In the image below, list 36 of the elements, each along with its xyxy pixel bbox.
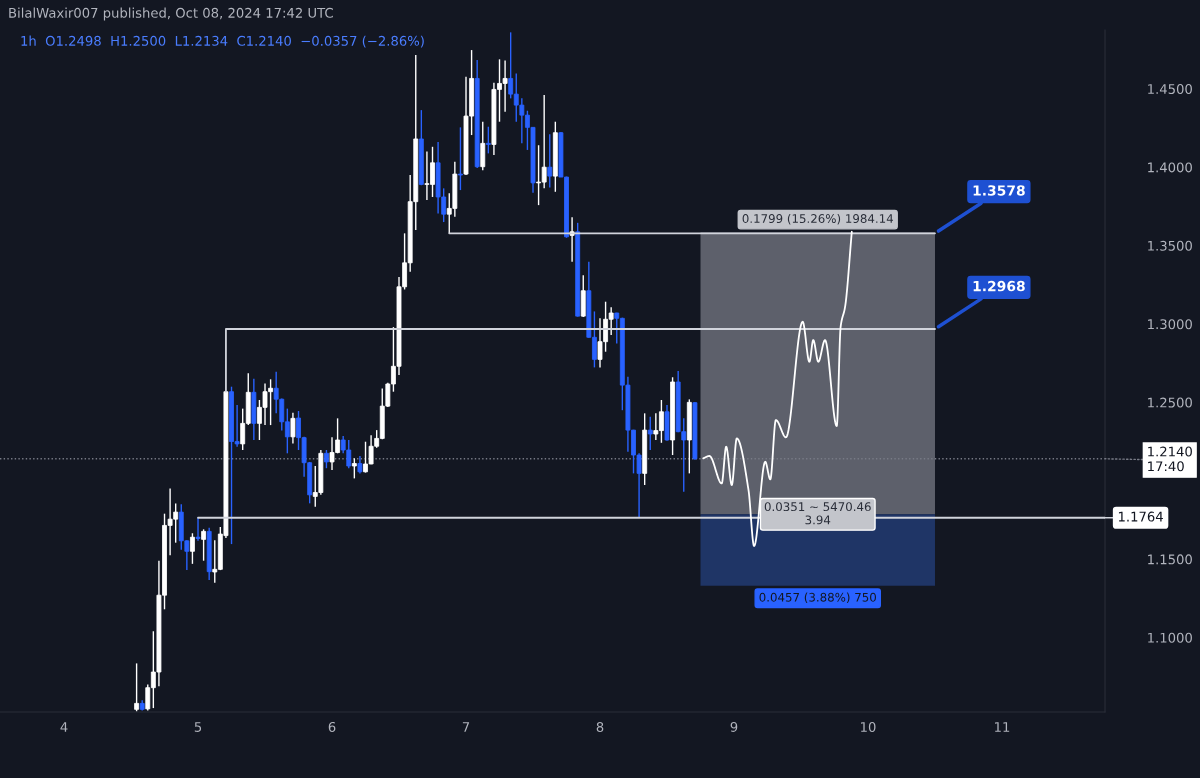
y-tick-label: 1.4000 (1148, 162, 1192, 173)
candlestick (201, 528, 207, 562)
candlestick (195, 517, 201, 542)
x-tick-label: 7 (462, 722, 470, 732)
y-tick-label: 1.2500 (1148, 397, 1192, 408)
x-tick-label: 6 (328, 721, 336, 732)
annotation: 0.0351 ~ 5470.46 3.94 (764, 502, 871, 525)
x-tick-label: 8 (596, 721, 604, 732)
annotation: 1.1764 (1118, 511, 1163, 522)
ref-line-label: 1.2140 17:40 (1148, 446, 1192, 472)
candlestick (190, 532, 195, 565)
y-tick-label: 1.4500 (1148, 84, 1192, 94)
annotation: 1.2968 (973, 280, 1025, 292)
candlestick (547, 133, 553, 189)
y-tick-label: 1.3000 (1148, 319, 1192, 330)
candlestick (647, 416, 653, 451)
y-tick-label: 1.3500 (1148, 240, 1192, 251)
chart-subtitle: 1h O1.2498 H1.2500 L1.2134 C1.2140 −0.0357 (−2.86%) (21, 35, 424, 48)
candlestick (134, 662, 140, 712)
candlestick (457, 126, 463, 191)
x-tick-label: 11 (995, 722, 1010, 732)
x-tick-label: 5 (194, 722, 202, 732)
candlestick (485, 126, 491, 155)
x-tick-label: 4 (60, 722, 68, 732)
annotation: 0.1799 (15.26%) 1984.14 (742, 213, 894, 225)
y-tick-label: 1.1500 (1148, 554, 1192, 565)
annotation: 1.3578 (973, 185, 1025, 196)
candlestick (480, 121, 486, 172)
candlestick (290, 412, 296, 445)
chart-title: BilalWaxir007 published, Oct 08, 2024 17:42 UTC (9, 7, 333, 21)
y-tick-label: 1.1000 (1148, 632, 1192, 643)
x-tick-label: 9 (730, 721, 738, 732)
x-tick-label: 10 (861, 721, 876, 732)
annotation: 0.0457 (3.88%) 750 (759, 592, 876, 604)
candlestick (351, 457, 357, 480)
candlestick (324, 449, 329, 469)
